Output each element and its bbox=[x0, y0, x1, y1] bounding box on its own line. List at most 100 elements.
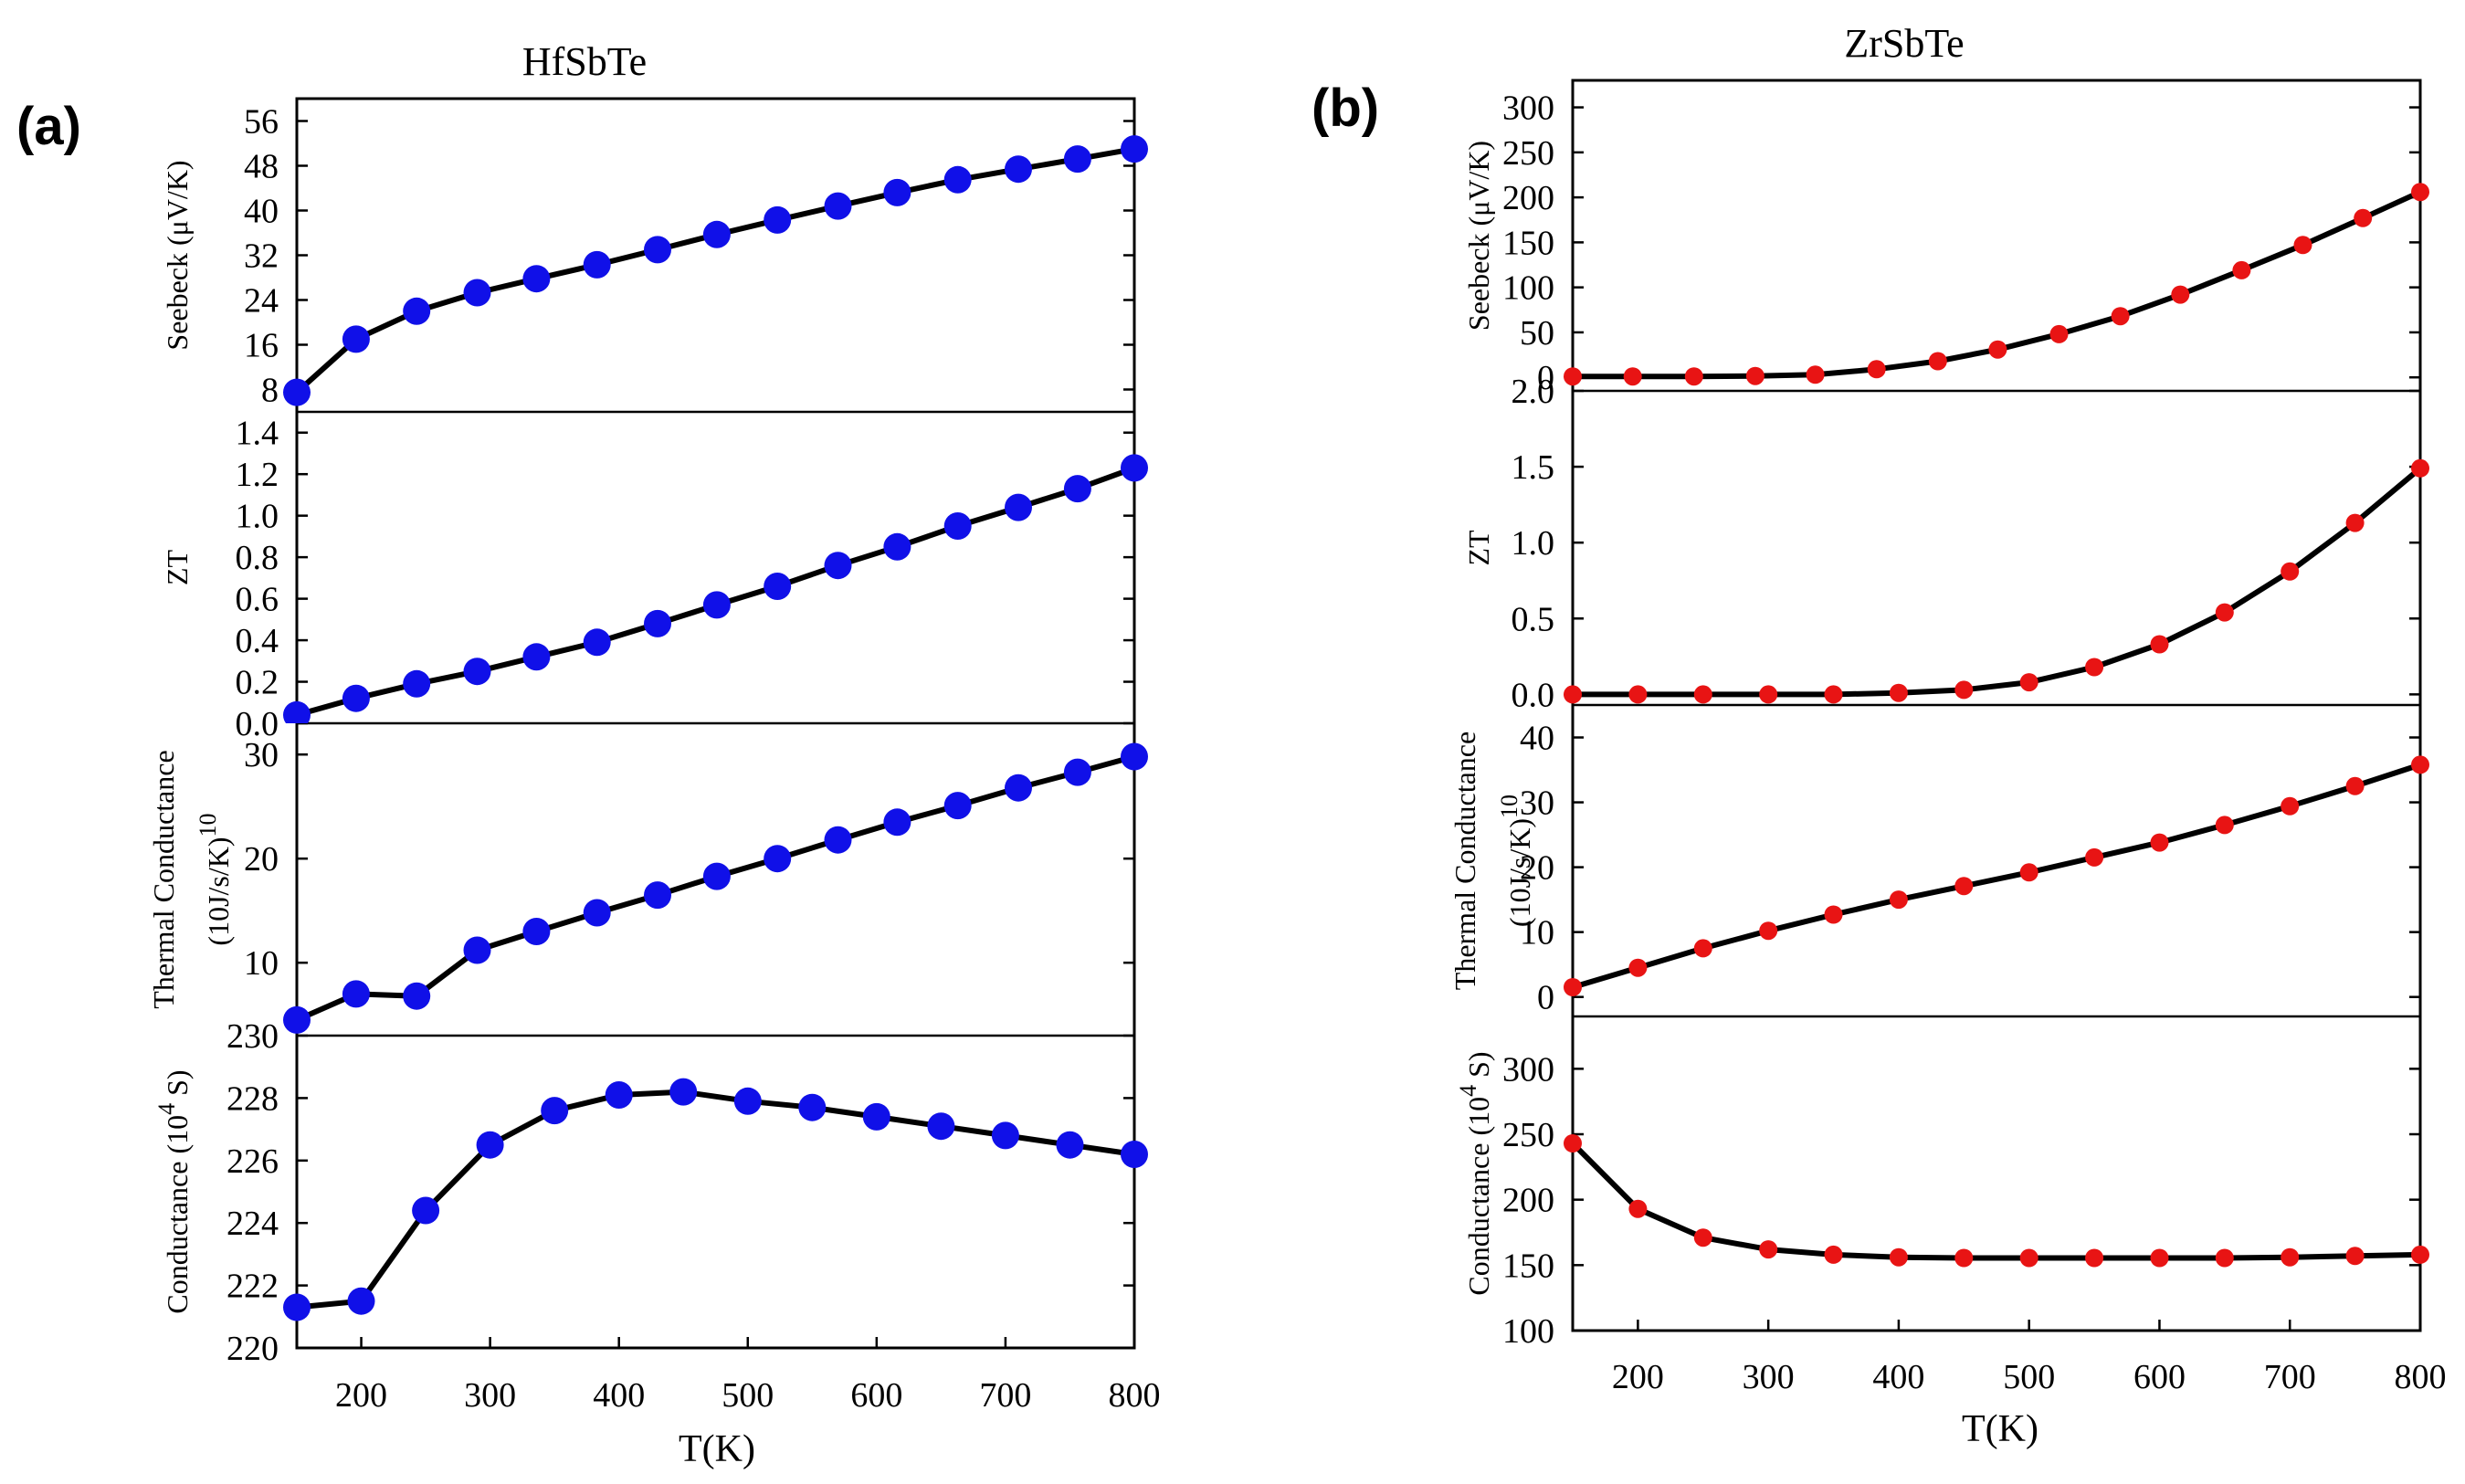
data-point bbox=[1867, 360, 1886, 379]
y-tick-label: 0.6 bbox=[236, 581, 279, 619]
y-tick-label: 0.8 bbox=[236, 539, 279, 577]
data-point bbox=[2293, 236, 2312, 255]
data-point bbox=[1063, 145, 1091, 174]
data-point bbox=[991, 1121, 1019, 1150]
data-point bbox=[883, 532, 911, 561]
data-point bbox=[476, 1131, 504, 1159]
data-point bbox=[644, 609, 671, 637]
y-tick-label: 24 bbox=[244, 282, 279, 321]
panel-label: (a) bbox=[16, 97, 81, 156]
subplot-3: 10 20 30 Thermal Conductance (10J/s/K)10 bbox=[147, 736, 1148, 1034]
data-point bbox=[403, 982, 431, 1010]
x-tick-label: 500 bbox=[722, 1376, 774, 1415]
y-tick-label: 300 bbox=[1502, 89, 1554, 128]
y-axis-label: Seebeck (μV/K) bbox=[1462, 141, 1495, 331]
y-axis-label: Conductance (104 S) bbox=[153, 1069, 194, 1313]
data-point bbox=[342, 325, 370, 353]
data-point bbox=[1623, 367, 1642, 386]
y-tick-label: 150 bbox=[1502, 1247, 1554, 1285]
x-tick-label: 600 bbox=[2133, 1358, 2186, 1396]
data-point bbox=[283, 700, 311, 723]
data-point bbox=[1759, 685, 1778, 704]
data-point bbox=[2345, 1247, 2365, 1266]
subplot-3: 0 10 20 30 40 Thermal Conductance (10J/s/K)10 bbox=[1448, 720, 2429, 1017]
data-point bbox=[1889, 1247, 1908, 1267]
data-point bbox=[1005, 774, 1032, 802]
x-tick-label: 400 bbox=[593, 1376, 645, 1415]
data-point bbox=[1806, 365, 1825, 384]
x-tick-label: 500 bbox=[2003, 1358, 2055, 1396]
data-point bbox=[2150, 1248, 2169, 1268]
data-point bbox=[2085, 1248, 2104, 1268]
data-point bbox=[1928, 352, 1947, 371]
y-tick-label: 0.0 bbox=[1512, 676, 1555, 714]
y-tick-label: 230 bbox=[226, 1017, 279, 1056]
data-point bbox=[2111, 307, 2130, 326]
data-point bbox=[342, 980, 370, 1008]
x-tick-label: 800 bbox=[2395, 1358, 2447, 1396]
y-tick-label: 100 bbox=[1502, 1312, 1554, 1351]
data-point bbox=[541, 1097, 569, 1125]
data-point bbox=[342, 684, 370, 712]
data-point bbox=[2085, 658, 2104, 677]
data-point bbox=[1693, 1228, 1712, 1247]
y-axis-unit-label: (10J/s/K)10 bbox=[1496, 795, 1536, 927]
data-point bbox=[522, 643, 551, 671]
x-tick-label: 700 bbox=[979, 1376, 1031, 1415]
x-tick-label: 700 bbox=[2264, 1358, 2316, 1396]
y-tick-label: 1.2 bbox=[236, 456, 279, 494]
data-point bbox=[2281, 562, 2300, 581]
y-axis-label: Thermal Conductance bbox=[1448, 731, 1481, 990]
data-point bbox=[1824, 685, 1843, 704]
x-tick-label: 200 bbox=[1612, 1358, 1664, 1396]
data-point bbox=[283, 378, 311, 406]
y-tick-label: 2.0 bbox=[1512, 373, 1555, 411]
data-point bbox=[1693, 685, 1712, 704]
data-point bbox=[764, 205, 792, 234]
data-point bbox=[764, 845, 792, 873]
data-point bbox=[1759, 921, 1778, 941]
panel-label: (b) bbox=[1312, 79, 1379, 138]
y-tick-label: 1.5 bbox=[1512, 448, 1555, 487]
y-tick-label: 20 bbox=[1520, 849, 1554, 888]
data-point bbox=[605, 1081, 633, 1109]
x-tick-label: 600 bbox=[850, 1376, 902, 1415]
subplot-4: 220 222 224 226 228 230 Conductance (104 S) bbox=[153, 1017, 1148, 1368]
subplot-1: 8 16 24 32 40 48 56 Seebeck (μV/K) bbox=[161, 103, 1148, 410]
data-point bbox=[2171, 285, 2190, 304]
data-point bbox=[283, 1005, 311, 1034]
x-tick-label: 400 bbox=[1872, 1358, 1924, 1396]
data-point bbox=[2049, 324, 2069, 343]
y-tick-label: 228 bbox=[226, 1079, 279, 1118]
data-point bbox=[669, 1078, 698, 1106]
y-tick-label: 250 bbox=[1502, 1116, 1554, 1154]
y-tick-label: 0.4 bbox=[236, 622, 279, 660]
y-tick-label: 40 bbox=[1520, 720, 1554, 758]
data-point bbox=[1063, 475, 1091, 503]
series-line bbox=[1573, 466, 2422, 698]
data-point bbox=[2345, 776, 2365, 795]
data-point bbox=[733, 1087, 762, 1115]
data-point bbox=[2411, 458, 2429, 478]
data-point bbox=[403, 297, 431, 325]
data-point bbox=[283, 1293, 311, 1321]
data-point bbox=[522, 918, 551, 945]
y-tick-label: 1.4 bbox=[236, 415, 279, 453]
series-line bbox=[294, 146, 1135, 395]
data-point bbox=[347, 1287, 375, 1315]
data-point bbox=[883, 808, 911, 837]
x-axis-label: T(K) bbox=[679, 1428, 755, 1470]
y-tick-label: 150 bbox=[1502, 224, 1554, 262]
subplot-2: 0.0 0.5 1.0 1.5 2.0 ZT bbox=[1462, 373, 2429, 714]
data-point bbox=[943, 165, 972, 194]
y-axis-label: Conductance (104 S) bbox=[1455, 1051, 1495, 1295]
data-point bbox=[583, 250, 611, 279]
y-tick-label: 50 bbox=[1520, 314, 1554, 353]
data-point bbox=[2150, 635, 2169, 654]
data-point bbox=[1684, 367, 1703, 386]
data-point bbox=[927, 1112, 955, 1141]
y-tick-label: 40 bbox=[244, 193, 279, 231]
data-point bbox=[702, 862, 731, 890]
